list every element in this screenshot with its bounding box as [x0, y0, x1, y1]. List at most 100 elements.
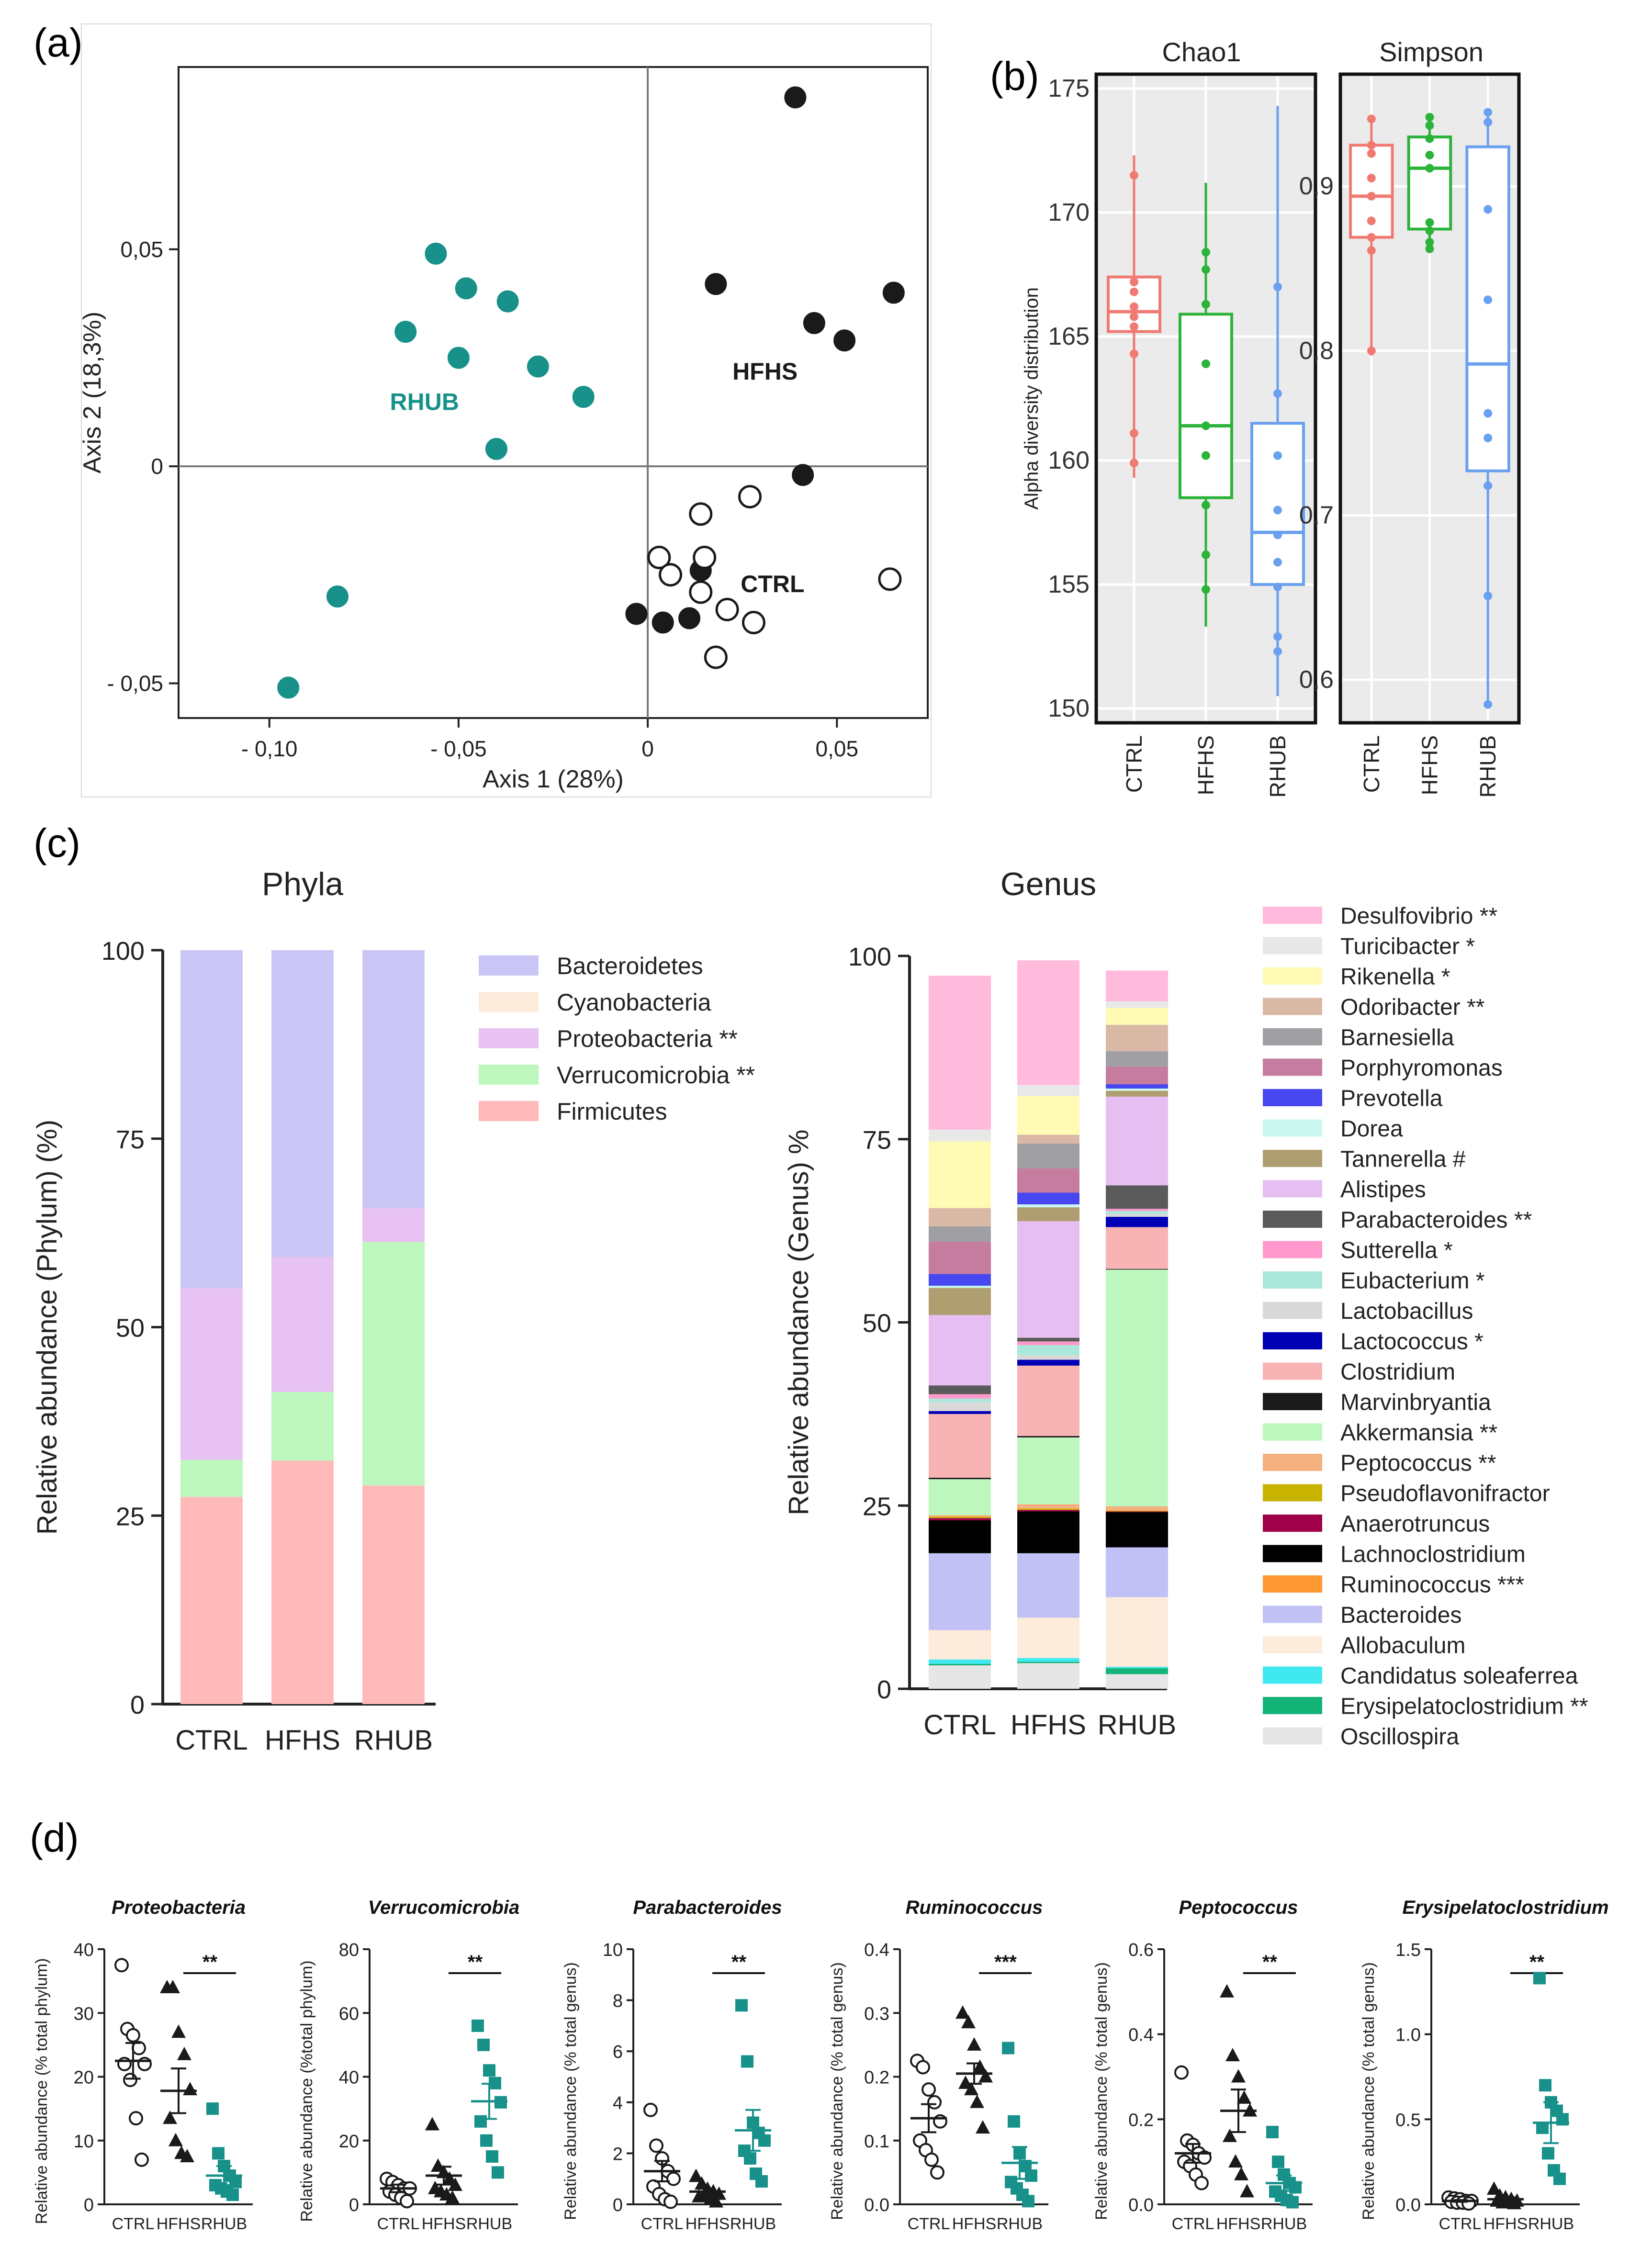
simpson-title: Simpson [1379, 37, 1483, 67]
dotplot-erysipelatoclostridium-ytick-label: 1.5 [1395, 1940, 1421, 1960]
genus-bar-hfhs-turicibacter [1017, 1085, 1079, 1096]
genus-bar-rhub-akkermansia [1106, 1269, 1168, 1506]
pcoa-point-ctrl [704, 645, 728, 669]
panel-label-a: (a) [34, 20, 83, 65]
genus-bar-ctrl-akkermansia [929, 1479, 991, 1516]
genus-bar-ctrl-allobaculum [929, 1630, 991, 1660]
dotplot-ruminococcus-xtick-label: RHUB [997, 2215, 1043, 2233]
genus-bar-ctrl-marvinbryantia [929, 1478, 991, 1480]
chao1-rhub-point [1273, 647, 1282, 656]
chao1-hfhs-point [1202, 265, 1210, 274]
genus-xtick-label: RHUB [1098, 1709, 1176, 1740]
simpson-rhub-point [1483, 409, 1493, 418]
phyla-bar-hfhs-verrucomicrobia [271, 1392, 334, 1461]
dotplot-ruminococcus-point-hfhs [973, 2059, 987, 2073]
genus-legend-swatch-allobaculum [1263, 1636, 1322, 1653]
simpson-hfhs-point [1425, 244, 1434, 253]
dotplot-verrucomicrobia-ytick-label: 60 [339, 2004, 359, 2024]
genus-bar-rhub-odoribacter [1106, 1024, 1168, 1052]
dotplot-ruminococcus-point-rhub [1022, 2195, 1034, 2208]
pcoa-group-label-hfhs: HFHS [732, 358, 798, 385]
pcoa-point-rhub [447, 347, 470, 369]
genus-legend-label: Anaerotruncus [1340, 1511, 1490, 1537]
alpha-diversity-panel: 150 155 160 165 170 175 CTRL HFHS RHUB Chao1 Alpha… [1021, 37, 1521, 797]
dotplot-peptococcus-point-rhub [1272, 2156, 1284, 2168]
dotplot-peptococcus-point-ctrl [1194, 2176, 1209, 2190]
dotplot-parabacteroides-ytick-label: 6 [613, 2042, 623, 2062]
genus-bar-hfhs-tannerella [1017, 1207, 1079, 1222]
genus-legend-label: Peptococcus ** [1340, 1450, 1496, 1476]
pcoa-point-hfhs [833, 329, 856, 352]
dotplot-proteobacteria-ytick-label: 0 [84, 2195, 94, 2215]
genus-legend-swatch-oscillospira [1263, 1727, 1322, 1745]
genus-legend-label: Odoribacter ** [1340, 995, 1484, 1020]
genus-bar-rhub-parabacteroides [1106, 1185, 1168, 1209]
genus-bar-ctrl-sutterella [929, 1394, 991, 1399]
phyla-legend-swatch-proteobacteria [479, 1028, 539, 1048]
dotplot-ruminococcus-ytick-label: 0.2 [864, 2068, 889, 2088]
genus-y-axis-label: Relative abundance (Genus) % [783, 1129, 814, 1515]
genus-legend-label: Ruminococcus *** [1340, 1572, 1524, 1597]
pcoa-ytick-label: 0,05 [120, 237, 163, 262]
genus-legend-label: Dorea [1340, 1116, 1403, 1142]
genus-bar-ctrl-barnesiella [929, 1226, 991, 1242]
dotplot-ruminococcus-xtick-label: HFHS [952, 2215, 997, 2233]
pcoa-point-rhub [527, 355, 549, 378]
dotplot-erysipelatoclostridium-ytick-label: 0.5 [1395, 2110, 1421, 2130]
dotplot-verrucomicrobia-point-hfhs [431, 2158, 445, 2172]
dotplot-peptococcus-point-rhub [1266, 2125, 1279, 2138]
phyla-legend-label: Proteobacteria ** [557, 1025, 738, 1052]
dotplot-erysipelatoclostridium-point-rhub [1542, 2147, 1554, 2160]
simpson-ytick-label: 0,8 [1299, 337, 1334, 365]
genus-legend-label: Turicibacter * [1340, 934, 1475, 959]
dotplot-ruminococcus-point-hfhs [976, 2120, 990, 2134]
genus-legend-label: Prevotella [1340, 1086, 1443, 1111]
genus-legend-swatch-desulfovibrio [1263, 907, 1322, 924]
genus-legend-swatch-marvinbryantia [1263, 1393, 1322, 1410]
dotplot-erysipelatoclostridium-significance-label: ** [1529, 1952, 1545, 1973]
phyla-bar-hfhs-firmicutes [271, 1460, 334, 1704]
genus-legend-swatch-eubacterium [1263, 1271, 1322, 1289]
pcoa-point-ctrl [689, 580, 713, 604]
phyla-ytick-label: 75 [116, 1125, 145, 1154]
phyla-legend-label: Bacteroidetes [557, 953, 703, 979]
simpson-rhub-box [1465, 145, 1510, 472]
pcoa-xtick-label: 0 [641, 736, 654, 761]
genus-bar-ctrl-clostridium [929, 1414, 991, 1478]
genus-bar-hfhs-dorea [1017, 1204, 1079, 1208]
genus-xtick-label: CTRL [923, 1709, 996, 1740]
genus-legend-label: Allobaculum [1340, 1633, 1465, 1658]
chao1-ytick-label: 160 [1048, 447, 1090, 474]
genus-legend-label: Pseudoflavonifractor [1340, 1481, 1550, 1506]
dotplot-erysipelatoclostridium-ytick-label: 1.0 [1395, 2025, 1421, 2045]
simpson-rhub-point [1483, 591, 1493, 600]
chao1-title: Chao1 [1162, 37, 1241, 67]
panel-label-c: (c) [34, 820, 80, 865]
dotplot-erysipelatoclostridium-xtick-label: RHUB [1528, 2215, 1574, 2233]
genus-bar-hfhs-clostridium [1017, 1365, 1079, 1436]
phyla-bar-rhub-bacteroidetes [362, 950, 425, 1208]
dotplot-peptococcus-xtick-label: RHUB [1261, 2215, 1307, 2233]
pcoa-point-ctrl [689, 502, 713, 526]
dotplot-parabacteroides-xtick-label: HFHS [686, 2215, 730, 2233]
phyla-xtick-label: CTRL [175, 1725, 247, 1756]
phyla-bar-rhub-firmicutes [362, 1485, 425, 1704]
simpson-ctrl-point [1367, 346, 1376, 355]
pcoa-point-rhub [485, 438, 507, 460]
dotplot-erysipelatoclostridium-point-hfhs [1507, 2196, 1521, 2210]
dotplot-ruminococcus-point-ctrl [930, 2165, 944, 2180]
dotplot-verrucomicrobia-ytick-label: 20 [339, 2132, 359, 2152]
dotplot-proteobacteria-point-hfhs [171, 2024, 186, 2038]
genus-ytick-label: 25 [863, 1492, 891, 1521]
simpson-rhub-point [1483, 118, 1493, 127]
dotplot-peptococcus-point-rhub [1286, 2196, 1299, 2209]
simpson-rhub-point [1483, 108, 1493, 117]
dotplot-verrucomicrobia-ytick-label: 80 [339, 1940, 359, 1960]
genus-bar-hfhs-barnesiella [1017, 1143, 1079, 1168]
chao1-rhub-point [1273, 451, 1282, 460]
pcoa-point-hfhs [705, 273, 727, 295]
dotplot-ruminococcus-point-hfhs [978, 2069, 993, 2083]
dotplot-erysipelatoclostridium-point-rhub [1533, 1972, 1546, 1985]
genus-title: Genus [1000, 866, 1096, 902]
genus-legend-label: Marvinbryantia [1340, 1390, 1491, 1415]
